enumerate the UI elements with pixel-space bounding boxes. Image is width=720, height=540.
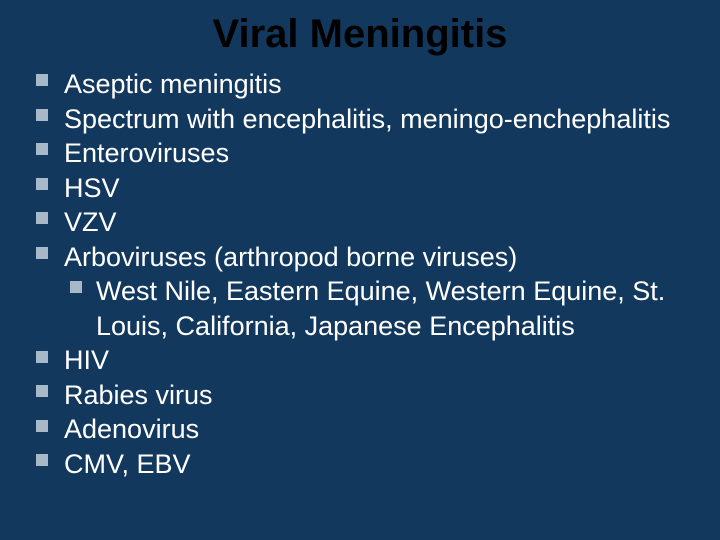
bullet-icon: [36, 178, 48, 190]
list-item-text: Adenovirus: [64, 414, 199, 444]
list-item-text: Arboviruses (arthropod borne viruses): [64, 242, 517, 272]
bullet-icon: [70, 281, 82, 293]
bullet-icon: [36, 109, 48, 121]
bullet-icon: [36, 454, 48, 466]
bullet-icon: [36, 74, 48, 86]
bullet-icon: [36, 385, 48, 397]
sub-list-item-text: West Nile, Eastern Equine, Western Equin…: [96, 276, 665, 341]
bullet-icon: [36, 143, 48, 155]
sub-list-item: West Nile, Eastern Equine, Western Equin…: [64, 274, 692, 343]
list-item-text: CMV, EBV: [64, 449, 191, 479]
list-item: Arboviruses (arthropod borne viruses) Wes…: [28, 240, 692, 344]
slide-title: Viral Meningitis: [28, 12, 692, 57]
list-item: HIV: [28, 343, 692, 378]
list-item: CMV, EBV: [28, 447, 692, 482]
list-item-text: HSV: [64, 173, 120, 203]
list-item: HSV: [28, 171, 692, 206]
list-item: Spectrum with encephalitis, meningo-ench…: [28, 102, 692, 137]
slide: Viral Meningitis Aseptic meningitis Spect…: [0, 0, 720, 540]
list-item-text: Enteroviruses: [64, 138, 229, 168]
bullet-icon: [36, 420, 48, 432]
bullet-icon: [36, 351, 48, 363]
bullet-icon: [36, 247, 48, 259]
list-item-text: HIV: [64, 345, 109, 375]
list-item: Rabies virus: [28, 378, 692, 413]
list-item-text: Spectrum with encephalitis, meningo-ench…: [64, 104, 670, 134]
list-item-text: Aseptic meningitis: [64, 69, 282, 99]
list-item-text: Rabies virus: [64, 380, 213, 410]
list-item-text: VZV: [64, 207, 117, 237]
list-item: Aseptic meningitis: [28, 67, 692, 102]
bullet-icon: [36, 212, 48, 224]
sub-list: West Nile, Eastern Equine, Western Equin…: [64, 274, 692, 343]
list-item: Adenovirus: [28, 412, 692, 447]
list-item: Enteroviruses: [28, 136, 692, 171]
list-item: VZV: [28, 205, 692, 240]
bullet-list: Aseptic meningitis Spectrum with encephal…: [28, 67, 692, 482]
